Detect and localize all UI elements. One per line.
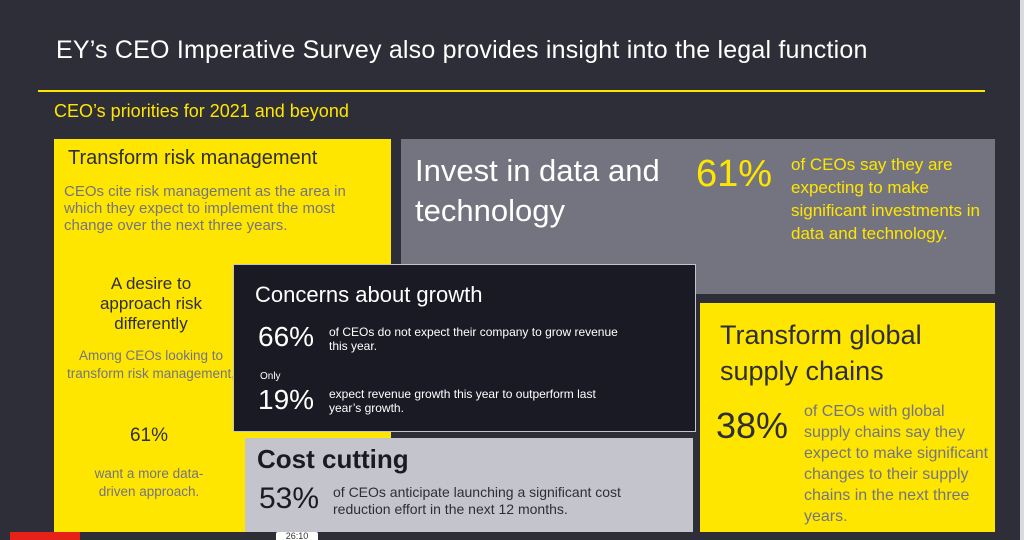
risk-desire-heading: A desire to approach risk differently [99,274,203,333]
supply-text: of CEOs with global supply chains say th… [804,403,989,525]
invest-data-panel: Invest in data and technology 61% of CEO… [401,139,995,294]
invest-text: of CEOs say they are expecting to make s… [791,155,980,243]
concerns-text-66: of CEOs do not expect their company to g… [329,325,618,353]
concerns-percent-66: 66% [258,321,315,352]
concerns-heading: Concerns about growth [255,282,483,307]
risk-body: CEOs cite risk management as the area in… [64,183,346,234]
concerns-text-19: expect revenue growth this year to outpe… [329,387,596,415]
invest-heading: Invest in data and technology [415,153,660,228]
video-timestamp: 26:10 [276,532,318,540]
cost-text: of CEOs anticipate launching a significa… [333,484,621,517]
concerns-percent-19: 19% [258,384,315,415]
window-edge [1020,0,1024,540]
cost-cutting-panel: Cost cutting 53% of CEOs anticipate laun… [245,438,693,532]
growth-concerns-panel: Concerns about growth 66% of CEOs do not… [233,264,696,432]
risk-want-text: want a more data-driven approach. [94,466,204,499]
concerns-only-label: Only [260,371,281,382]
risk-among-text: Among CEOs looking to transform risk man… [66,348,236,381]
supply-chain-panel: Transform global supply chains 38% of CE… [700,303,995,532]
title-divider [38,90,985,92]
invest-percent: 61% [696,153,773,195]
cost-heading: Cost cutting [257,444,409,474]
video-progress-bar[interactable] [10,532,80,540]
slide-title: EY’s CEO Imperative Survey also provides… [56,36,868,64]
cost-percent: 53% [259,482,320,515]
risk-heading: Transform risk management [68,147,318,169]
risk-percent: 61% [129,425,169,446]
supply-percent: 38% [716,405,789,446]
supply-heading: Transform global supply chains [720,320,922,386]
slide-subtitle: CEO’s priorities for 2021 and beyond [54,101,349,121]
